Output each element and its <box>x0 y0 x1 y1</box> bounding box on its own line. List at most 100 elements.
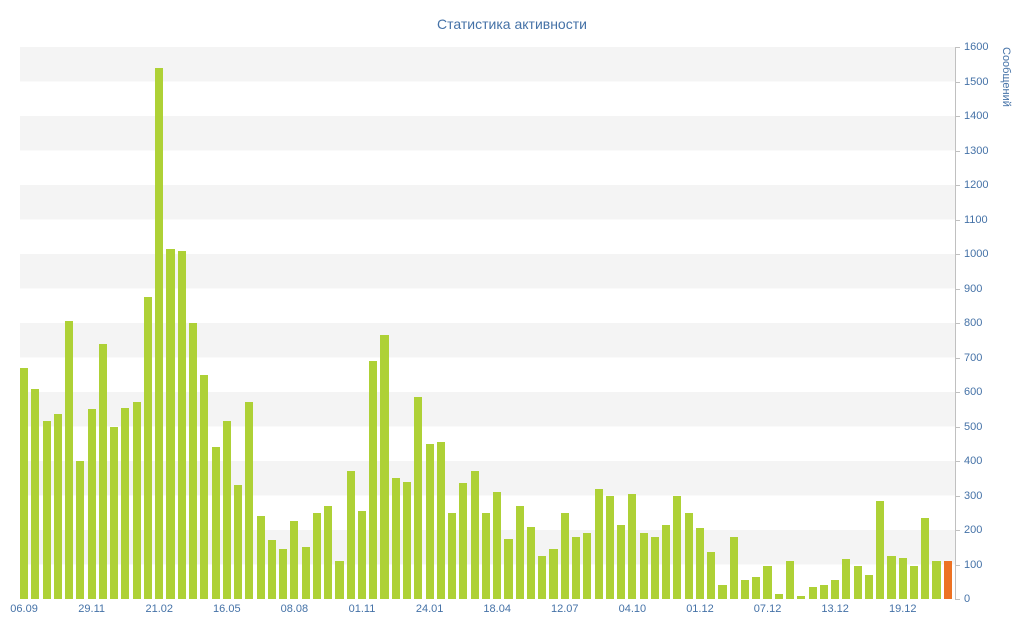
bar[interactable] <box>583 533 592 599</box>
bar[interactable] <box>864 574 873 599</box>
bar[interactable] <box>31 388 40 599</box>
bar[interactable] <box>628 493 637 599</box>
bar[interactable] <box>684 512 693 599</box>
y-axis-tick <box>955 81 960 83</box>
bar[interactable] <box>166 248 175 599</box>
bar[interactable] <box>143 297 153 599</box>
bar[interactable] <box>481 512 490 599</box>
bar[interactable] <box>380 335 389 599</box>
y-axis-tick <box>955 150 960 152</box>
y-axis-tick <box>955 495 960 497</box>
y-axis-label: 600 <box>964 386 983 398</box>
bar[interactable] <box>538 555 547 599</box>
bar[interactable] <box>324 505 333 599</box>
bar[interactable] <box>177 250 186 599</box>
bar[interactable] <box>571 536 581 599</box>
bar[interactable] <box>267 540 276 599</box>
bar[interactable] <box>155 67 164 599</box>
bar[interactable] <box>695 528 704 599</box>
bar-current-period[interactable] <box>943 561 952 599</box>
bar[interactable] <box>831 580 840 599</box>
bar[interactable] <box>774 593 783 599</box>
bar[interactable] <box>921 517 930 599</box>
bar[interactable] <box>819 585 828 599</box>
y-axis-tick <box>955 47 960 48</box>
bar[interactable] <box>650 536 659 599</box>
y-axis-tick <box>955 254 960 255</box>
bar[interactable] <box>448 512 457 599</box>
bar[interactable] <box>211 447 220 599</box>
bar[interactable] <box>256 516 265 599</box>
bar[interactable] <box>245 402 254 599</box>
chart-title: Статистика активности <box>437 16 587 32</box>
bar[interactable] <box>729 536 738 599</box>
bar[interactable] <box>470 471 479 599</box>
bar[interactable] <box>594 488 603 599</box>
bar[interactable] <box>200 374 209 599</box>
bar[interactable] <box>188 323 198 599</box>
bar[interactable] <box>662 524 671 599</box>
bar[interactable] <box>234 485 243 599</box>
bar[interactable] <box>786 561 795 599</box>
bar[interactable] <box>707 552 716 599</box>
bar[interactable] <box>853 566 862 599</box>
bar[interactable] <box>515 505 524 599</box>
bar[interactable] <box>932 561 941 599</box>
bar[interactable] <box>87 409 96 599</box>
bar[interactable] <box>357 511 367 599</box>
y-axis-label: 1000 <box>964 248 989 260</box>
bar[interactable] <box>898 557 907 599</box>
bar[interactable] <box>76 461 85 599</box>
bar[interactable] <box>876 500 885 599</box>
x-axis-label: 16.05 <box>213 603 241 615</box>
x-axis-label: 01.11 <box>348 603 376 615</box>
bar[interactable] <box>718 585 727 599</box>
bar[interactable] <box>459 483 468 599</box>
y-axis-tick <box>955 288 960 290</box>
bar[interactable] <box>842 559 851 599</box>
bar[interactable] <box>436 442 445 599</box>
bar[interactable] <box>335 561 344 599</box>
bar[interactable] <box>797 595 806 599</box>
bar[interactable] <box>752 576 761 599</box>
bar[interactable] <box>605 495 614 599</box>
y-axis-label: 1400 <box>964 110 989 122</box>
bar[interactable] <box>909 566 919 599</box>
bar[interactable] <box>740 580 750 599</box>
bar[interactable] <box>346 471 355 599</box>
bar[interactable] <box>42 421 51 599</box>
bar[interactable] <box>526 526 536 599</box>
bar[interactable] <box>414 397 423 599</box>
bar[interactable] <box>504 538 513 599</box>
bar[interactable] <box>279 548 288 599</box>
bar[interactable] <box>887 555 896 599</box>
bar[interactable] <box>673 495 682 599</box>
bar[interactable] <box>132 402 141 599</box>
bar[interactable] <box>312 512 321 599</box>
bar[interactable] <box>808 586 817 599</box>
bar[interactable] <box>425 443 434 599</box>
bar[interactable] <box>549 548 558 599</box>
bar[interactable] <box>110 426 119 599</box>
y-axis-label: 100 <box>964 558 983 571</box>
bar[interactable] <box>98 343 107 599</box>
y-axis-label: 0 <box>964 593 971 605</box>
bar[interactable] <box>222 421 231 599</box>
bar[interactable] <box>65 321 74 599</box>
bar[interactable] <box>391 478 400 599</box>
bar[interactable] <box>301 547 310 599</box>
bar[interactable] <box>121 407 130 599</box>
bar[interactable] <box>20 367 29 599</box>
bar[interactable] <box>617 524 626 599</box>
bar[interactable] <box>290 521 299 599</box>
bar[interactable] <box>493 492 502 599</box>
bar[interactable] <box>560 512 569 599</box>
bar[interactable] <box>53 414 62 599</box>
bar[interactable] <box>369 360 378 599</box>
y-axis-label: 700 <box>964 351 983 364</box>
bar[interactable] <box>763 566 772 599</box>
x-axis-label: 13.12 <box>821 603 849 615</box>
bar[interactable] <box>639 533 648 599</box>
bar[interactable] <box>403 481 412 599</box>
